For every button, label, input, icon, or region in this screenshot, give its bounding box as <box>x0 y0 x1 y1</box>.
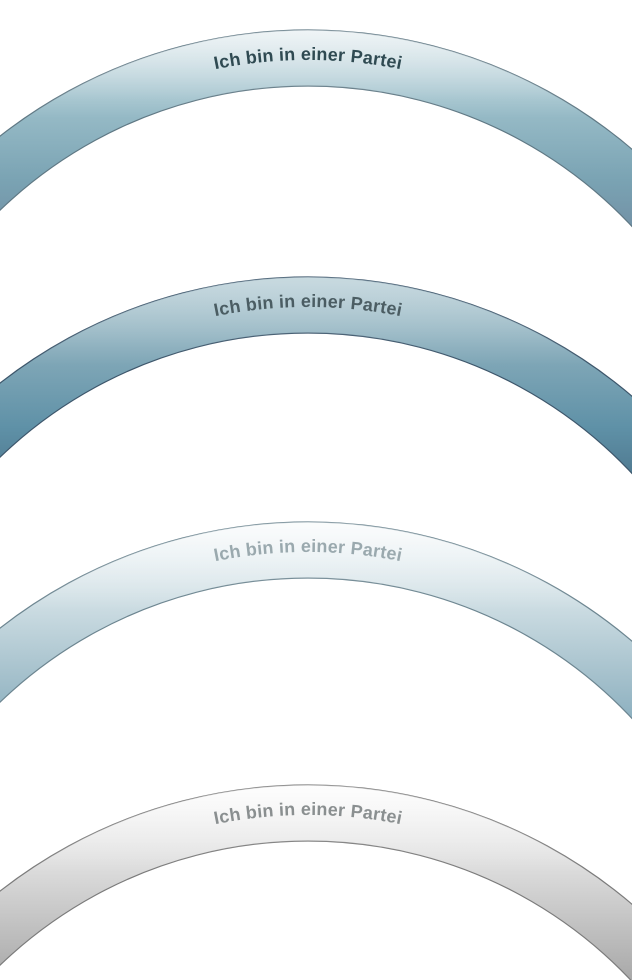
arc-button-shape: Ich bin in einer Partei <box>0 521 632 720</box>
arc-button-shape: Ich bin in einer Partei <box>0 784 632 980</box>
arc-gloss <box>0 30 632 227</box>
arc-button-shape: Ich bin in einer Partei <box>0 276 632 475</box>
arc-button-pressed[interactable]: Ich bin in einer Partei <box>0 267 632 475</box>
arc-gloss <box>0 785 632 980</box>
arc-gloss <box>0 277 632 474</box>
arc-button-disabled[interactable]: Ich bin in einer Partei <box>0 775 632 980</box>
arc-button-normal[interactable]: Ich bin in einer Partei <box>0 20 632 228</box>
arc-button-hover[interactable]: Ich bin in einer Partei <box>0 512 632 720</box>
arc-button-shape: Ich bin in einer Partei <box>0 29 632 228</box>
arc-gloss <box>0 522 632 719</box>
